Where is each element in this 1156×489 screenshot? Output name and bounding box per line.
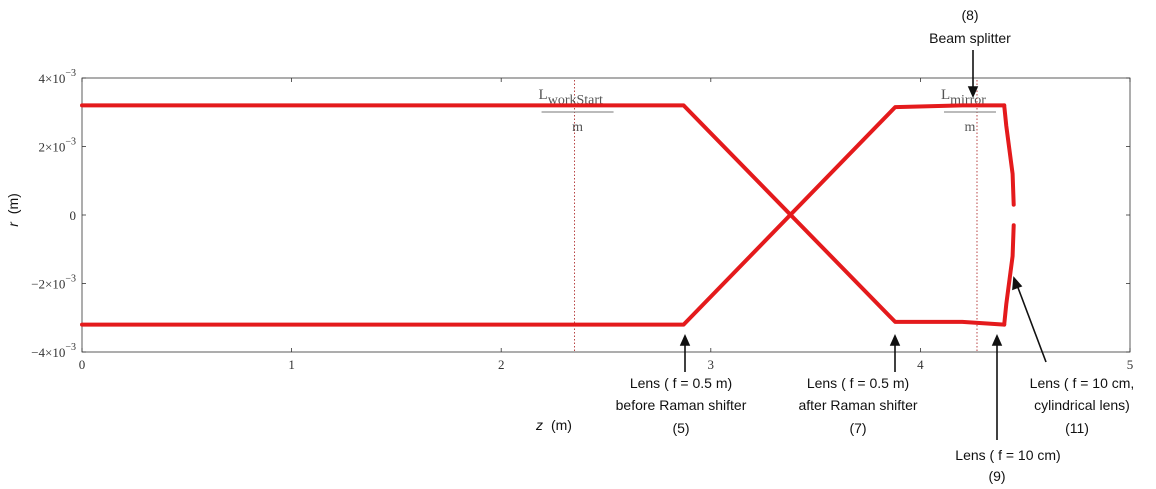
arrow-beam-splitter xyxy=(967,50,979,98)
series-line-2 xyxy=(1002,103,1016,207)
svg-text:Lens ( f = 0.5 m): Lens ( f = 0.5 m) xyxy=(807,375,909,391)
x-tick-label: 3 xyxy=(708,357,715,372)
arrow-lens-9 xyxy=(991,334,1003,440)
svg-text:Lens ( f = 0.5 m): Lens ( f = 0.5 m) xyxy=(630,375,732,391)
y-tick-label: 0 xyxy=(70,208,77,223)
x-tick-label: 5 xyxy=(1127,357,1134,372)
annotation-lens-7: Lens ( f = 0.5 m) after Raman shifter (7… xyxy=(798,375,917,436)
annotation-beam-splitter: (8) Beam splitter xyxy=(929,7,1011,46)
x-tick-label: 4 xyxy=(917,357,924,372)
y-axis-label: r (m) xyxy=(5,193,21,227)
svg-text:Lens ( f = 10 cm): Lens ( f = 10 cm) xyxy=(955,447,1060,463)
svg-text:m: m xyxy=(572,120,583,135)
annotation-arrows xyxy=(679,50,1047,440)
series-line-1 xyxy=(80,103,1007,327)
arrow-lens-5 xyxy=(679,334,691,372)
series-line-3 xyxy=(1002,223,1016,327)
arrow-lens-11 xyxy=(1012,276,1047,363)
svg-text:m: m xyxy=(965,120,976,135)
annotation-lens-5: Lens ( f = 0.5 m) before Raman shifter (… xyxy=(616,375,747,436)
x-axis-label: z (m) xyxy=(535,417,572,433)
y-tick-label: −2×10−3 xyxy=(31,274,76,292)
svg-text:Beam splitter: Beam splitter xyxy=(929,30,1011,46)
y-tick-label: 2×10−3 xyxy=(39,137,76,155)
svg-text:(5): (5) xyxy=(672,420,689,436)
y-tick-label: 4×10−3 xyxy=(39,68,76,86)
series-line-0 xyxy=(80,103,1007,327)
svg-text:Lens ( f = 10 cm,: Lens ( f = 10 cm, xyxy=(1030,375,1135,391)
ticks-layer: 0 1 2 3 4 5 4×10−3 2×10−3 0 −2×10−3 −4×10−3 xyxy=(31,68,1133,372)
annotation-lens-11: Lens ( f = 10 cm, cylindrical lens) (11) xyxy=(1030,375,1135,436)
svg-text:cylindrical lens): cylindrical lens) xyxy=(1034,397,1130,413)
svg-text:(11): (11) xyxy=(1065,420,1089,436)
svg-text:(9): (9) xyxy=(988,468,1005,484)
x-tick-label: 0 xyxy=(79,357,86,372)
annotation-lens-9: Lens ( f = 10 cm) (9) xyxy=(955,447,1060,484)
svg-text:(8): (8) xyxy=(961,7,978,23)
x-tick-label: 1 xyxy=(288,357,295,372)
svg-text:before Raman shifter: before Raman shifter xyxy=(616,397,747,413)
y-tick-label: −4×10−3 xyxy=(31,342,76,360)
arrow-lens-7 xyxy=(889,334,901,372)
svg-text:(7): (7) xyxy=(849,420,866,436)
plot-area xyxy=(81,77,1131,353)
series-layer xyxy=(80,103,1016,327)
x-tick-label: 2 xyxy=(498,357,505,372)
svg-text:after Raman shifter: after Raman shifter xyxy=(798,397,917,413)
